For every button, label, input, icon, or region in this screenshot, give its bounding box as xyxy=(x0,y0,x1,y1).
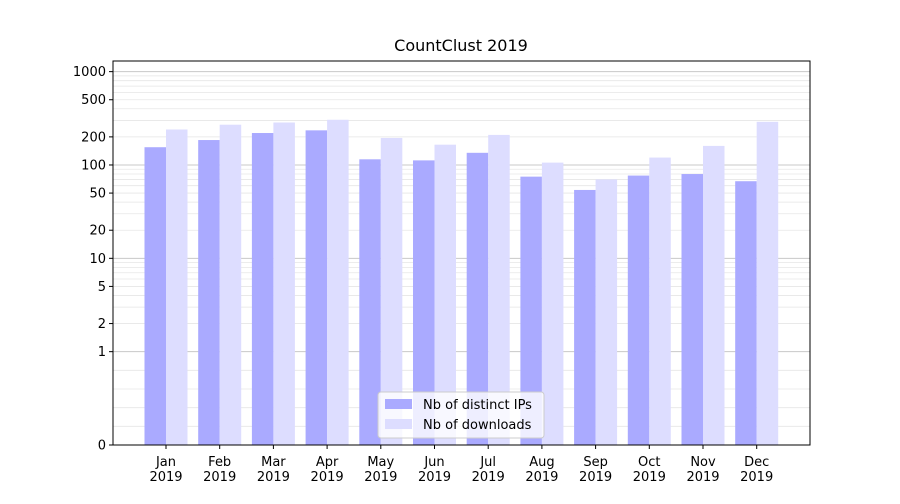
bar-distinct-ips xyxy=(466,152,489,445)
legend-label: Nb of distinct IPs xyxy=(423,398,532,413)
plot-frame xyxy=(112,60,811,446)
x-tick-label: Nov 2019 xyxy=(686,455,719,485)
bar-distinct-ips xyxy=(251,133,274,445)
x-tick-label: Feb 2019 xyxy=(203,455,236,485)
bar-distinct-ips xyxy=(735,181,757,446)
y-tick-label: 1000 xyxy=(73,65,106,80)
bar-distinct-ips xyxy=(413,160,435,445)
x-tick-label: Sep 2019 xyxy=(579,455,612,485)
x-tick-label: Jul 2019 xyxy=(472,455,505,485)
bar-downloads xyxy=(219,124,242,445)
y-tick-label: 500 xyxy=(81,93,106,108)
y-tick-label: 100 xyxy=(81,158,106,173)
x-tick-label: Mar 2019 xyxy=(257,455,290,485)
x-tick-label: Jan 2019 xyxy=(149,455,182,485)
bar-distinct-ips xyxy=(198,140,220,446)
bar-downloads xyxy=(273,122,295,445)
bar-distinct-ips xyxy=(359,159,381,445)
bar-downloads xyxy=(649,157,671,446)
bar-distinct-ips xyxy=(627,175,650,445)
x-tick-label: Dec 2019 xyxy=(740,455,773,485)
bar-downloads xyxy=(380,137,403,445)
y-tick-label: 5 xyxy=(98,280,106,295)
bar-downloads xyxy=(703,145,725,445)
legend-swatch xyxy=(385,399,412,409)
bar-downloads xyxy=(434,144,456,445)
legend-label: Nb of downloads xyxy=(423,418,532,433)
y-axis: 0 1 2 5 10 20 50 100 200 500 1000 xyxy=(73,65,113,454)
y-tick-label: 10 xyxy=(89,252,106,267)
bar-distinct-ips xyxy=(144,147,166,445)
legend-swatch xyxy=(385,419,412,429)
y-tick-label: 2 xyxy=(98,317,106,332)
bar-distinct-ips xyxy=(520,176,542,445)
y-tick-label: 20 xyxy=(89,224,106,239)
bar-downloads xyxy=(756,121,779,445)
bar-distinct-ips xyxy=(305,130,328,445)
x-tick-label: Jun 2019 xyxy=(418,455,451,485)
chart-title: CountClust 2019 xyxy=(394,36,528,55)
bar-downloads xyxy=(541,162,564,445)
x-tick-label: Oct 2019 xyxy=(633,455,666,485)
x-tick-label: Apr 2019 xyxy=(311,455,344,485)
y-tick-label: 200 xyxy=(81,130,106,145)
bar-downloads xyxy=(488,134,510,445)
bar-downloads xyxy=(595,179,618,445)
y-tick-label: 1 xyxy=(98,345,106,360)
x-tick-label: May 2019 xyxy=(364,455,397,485)
x-tick-label: Aug 2019 xyxy=(525,455,558,485)
bar-distinct-ips xyxy=(574,189,596,445)
y-tick-label: 50 xyxy=(89,187,106,202)
bar-downloads xyxy=(327,119,349,446)
legend: Nb of distinct IPs Nb of downloads xyxy=(377,391,545,439)
x-axis: Jan 2019 Feb 2019 Mar 2019 Apr 2019 May 2019 Jun 20… xyxy=(149,445,773,485)
legend-box xyxy=(377,391,545,439)
bar-distinct-ips xyxy=(681,174,703,445)
y-tick-label: 0 xyxy=(98,439,106,454)
bar-downloads xyxy=(166,129,188,445)
bars-layer xyxy=(144,119,779,446)
